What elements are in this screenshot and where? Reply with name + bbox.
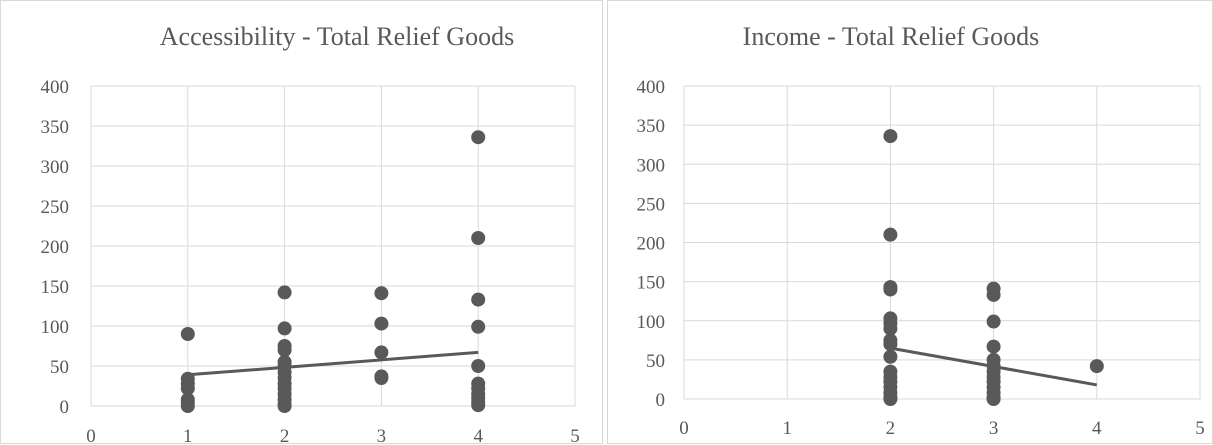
data-point: [180, 327, 195, 341]
y-tick-label: 400: [41, 77, 70, 98]
x-tick-label: 5: [1195, 418, 1205, 439]
data-point: [471, 292, 486, 307]
data-point: [883, 282, 898, 297]
data-point: [883, 349, 898, 364]
data-point: [986, 339, 1001, 354]
y-tick-label: 0: [656, 390, 666, 411]
data-point: [374, 286, 389, 301]
y-tick-label: 300: [41, 157, 70, 178]
data-point: [471, 231, 486, 245]
x-tick-label: 5: [570, 426, 580, 445]
data-point: [277, 321, 292, 336]
data-point: [374, 316, 389, 331]
x-tick-label: 2: [280, 426, 290, 445]
data-point: [277, 285, 292, 300]
y-tick-label: 250: [41, 197, 70, 218]
x-tick-label: 2: [886, 418, 896, 439]
data-point: [277, 399, 292, 413]
trendline: [187, 350, 479, 377]
chart-title: Accessibility - Total Relief Goods: [160, 22, 514, 51]
y-tick-label: 150: [637, 273, 666, 294]
data-point: [986, 287, 1001, 302]
data-point: [374, 371, 389, 385]
x-tick-label: 3: [377, 426, 387, 445]
chart-panel-income: Income - Total Relief Goods 0 50 100 150 200 2…: [607, 0, 1213, 444]
chart-panel-accessibility: Accessibility - Total Relief Goods 0 50 100…: [0, 0, 603, 445]
data-point: [277, 343, 292, 357]
accessibility-scatter-chart: Accessibility - Total Relief Goods050100…: [41, 22, 580, 445]
income-scatter-chart: Income - Total Relief Goods0501001502002…: [637, 22, 1205, 439]
y-tick-label: 200: [637, 234, 666, 255]
data-point: [471, 398, 486, 413]
y-tick-label: 100: [41, 317, 70, 338]
y-tick-label: 300: [637, 155, 666, 176]
data-point: [180, 381, 195, 396]
y-tick-label: 150: [41, 277, 70, 298]
y-tick-label: 0: [60, 397, 70, 418]
y-tick-label: 400: [637, 77, 666, 98]
data-point: [471, 319, 486, 334]
data-point: [180, 399, 195, 413]
x-tick-label: 0: [679, 418, 689, 439]
chart-title: Income - Total Relief Goods: [743, 22, 1040, 51]
y-tick-label: 250: [637, 194, 666, 215]
x-tick-label: 4: [1092, 418, 1102, 439]
x-tick-label: 0: [86, 426, 96, 445]
data-point: [986, 314, 1001, 329]
x-tick-label: 1: [782, 418, 792, 439]
data-point: [986, 392, 1001, 406]
y-tick-label: 50: [646, 351, 665, 372]
data-point: [471, 359, 486, 373]
data-point: [883, 321, 898, 336]
data-point: [471, 130, 486, 145]
y-tick-label: 100: [637, 312, 666, 333]
data-point: [883, 392, 898, 406]
y-tick-label: 350: [637, 116, 666, 137]
x-tick-label: 3: [989, 418, 999, 439]
data-point: [883, 337, 898, 352]
data-point: [883, 227, 898, 242]
y-tick-label: 350: [41, 117, 70, 138]
y-tick-label: 200: [41, 237, 70, 258]
x-tick-label: 4: [473, 426, 483, 445]
data-point: [883, 129, 898, 144]
y-tick-label: 50: [50, 357, 69, 378]
data-point: [374, 345, 389, 360]
x-tick-label: 1: [183, 426, 193, 445]
data-point: [1089, 359, 1104, 374]
